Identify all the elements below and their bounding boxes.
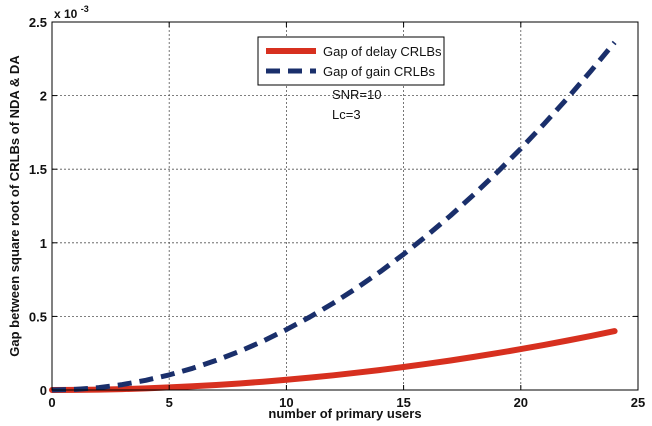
annotation-snr: SNR=10 [332,87,382,102]
y-tick-label: 1 [40,236,47,251]
y-tick-label: 1.5 [29,162,47,177]
legend-box [257,36,445,86]
x-tick-label: 10 [279,395,293,410]
x-axis-label: number of primary users [268,406,421,421]
y-multiplier: x 10 -3 [54,4,89,21]
plot-frame [51,21,639,391]
y-tick-label: 0 [40,383,47,398]
x-tick-label: 20 [514,395,528,410]
legend-label-gain: Gap of gain CRLBs [323,64,436,79]
series-lines [49,40,618,393]
tick-labels: 0 5 10 15 20 25 0 0.5 1 1.5 2 2.5 [29,15,645,410]
x-tick-label: 15 [396,395,410,410]
y-tick-label: 2 [40,89,47,104]
series-line-delay [49,328,618,393]
grid [52,22,638,390]
x-tick-label: 5 [166,395,173,410]
x-tick-label: 0 [48,395,55,410]
x-tick-label: 25 [631,395,645,410]
legend-label-delay: Gap of delay CRLBs [323,44,442,59]
series-line-gain [51,40,617,393]
y-tick-label: 2.5 [29,15,47,30]
legend: Gap of delay CRLBs Gap of gain CRLBs [257,36,445,86]
y-tick-label: 0.5 [29,309,47,324]
annotation-lc: Lc=3 [332,107,361,122]
y-axis-label: Gap between square root of CRLBs of NDA … [7,55,22,357]
